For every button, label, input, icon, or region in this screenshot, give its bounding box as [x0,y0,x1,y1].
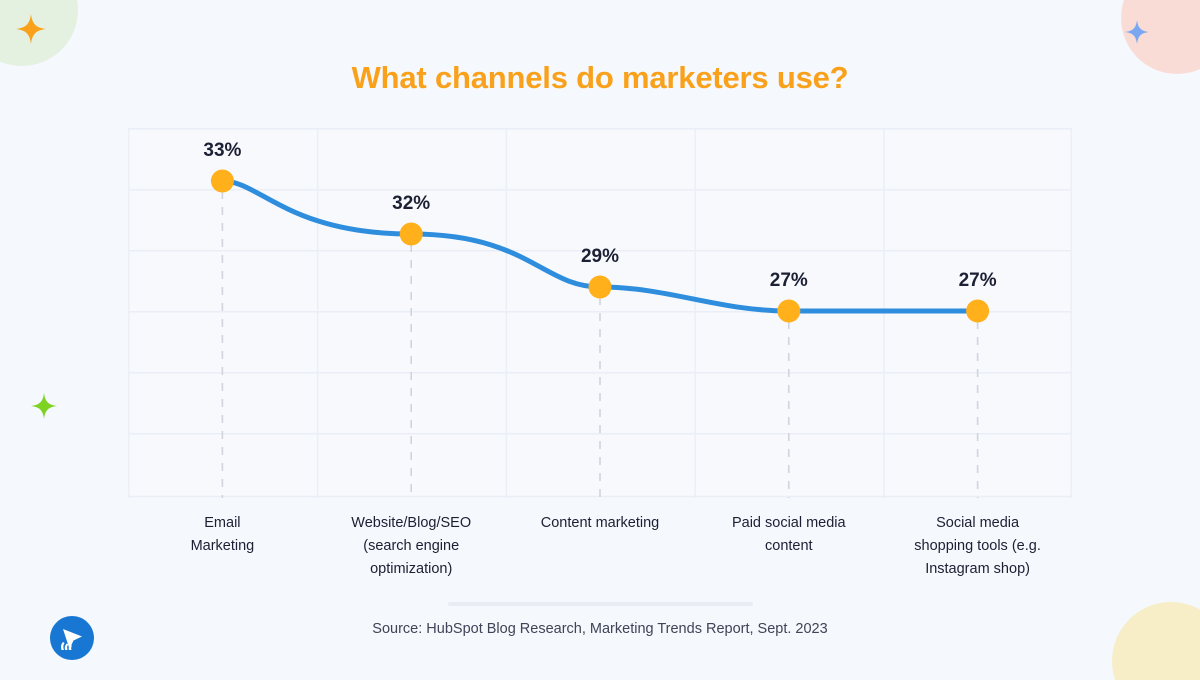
x-axis-category: Social media shopping tools (e.g. Instag… [883,512,1072,596]
x-axis-category: Email Marketing [128,512,317,596]
data-point-marker [588,275,612,299]
data-line-series [219,178,981,314]
data-point-marker [966,299,990,323]
x-axis-category-line: Email [204,515,241,531]
data-point-marker [777,299,801,323]
data-label: 27% [769,270,808,291]
line-chart-svg [128,128,1072,498]
x-axis-category-line: Content marketing [540,515,660,531]
x-axis-category-line: shopping tools (e.g. [914,538,1041,554]
brand-logo-icon [50,616,94,660]
x-axis-category-line: Instagram shop) [925,561,1030,577]
data-label: 33% [203,140,242,161]
x-axis-category-line: content [765,538,813,554]
data-point-markers [210,169,990,323]
data-point-marker [399,222,423,246]
x-axis-labels: Email Marketing Website/Blog/SEO (search… [128,512,1072,596]
footer-divider [448,602,753,606]
x-axis-category-line: (search engine [363,538,460,554]
x-axis-category: Paid social media content [694,512,883,596]
x-axis-category: Website/Blog/SEO (search engine optimiza… [317,512,506,596]
chart-title: What channels do marketers use? [351,60,849,95]
x-axis-category-line: Social media [936,515,1020,531]
data-point-marker [210,169,234,193]
point-drop-lines [221,191,979,498]
x-axis-category-line: Website/Blog/SEO [351,515,472,531]
plot-area: 33% 32% 29% 27% 27% [128,128,1072,498]
sparkle-icon-left [31,393,57,419]
sparkle-icon-top-right [1125,20,1149,44]
x-axis-category-line: optimization) [370,561,453,577]
x-axis-category: Content marketing [506,512,695,596]
decorative-circle-bottom-right [1112,602,1200,680]
sparkle-icon-top-left [16,14,46,44]
data-label: 27% [958,270,997,291]
data-label: 32% [392,193,431,214]
data-label: 29% [580,246,620,267]
source-caption: Source: HubSpot Blog Research, Marketing… [372,621,828,637]
x-axis-category-line: Marketing [190,538,255,554]
x-axis-category-line: Paid social media [731,515,846,531]
